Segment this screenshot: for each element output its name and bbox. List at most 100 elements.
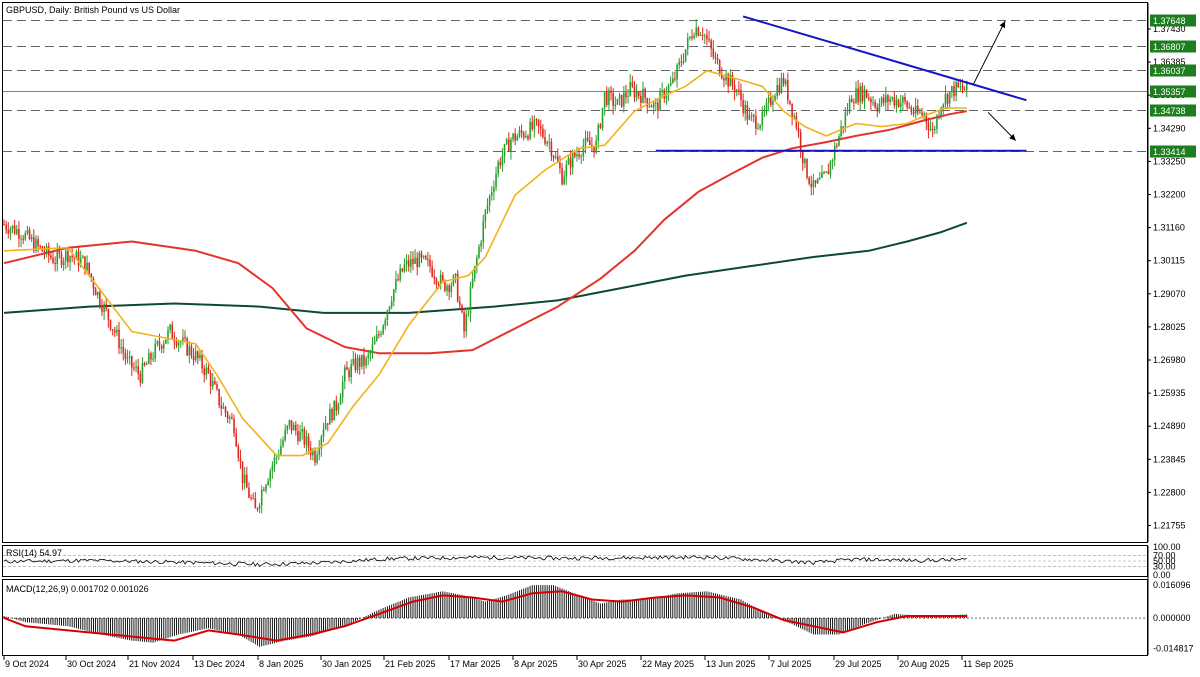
candle-body [716,57,719,61]
candle-body [64,250,67,261]
candle-body [486,205,489,211]
candle-body [33,237,35,251]
candle-body [874,102,876,108]
candle-body [495,173,497,188]
candle-body [548,141,551,143]
candle-body [184,337,186,339]
chart-title: GBPUSD, Daily: British Pound vs US Dolla… [6,5,180,15]
price-tick-label-10: 1.26980 [1153,355,1186,365]
candle-body [889,98,891,103]
time-axis: 9 Oct 2024 30 Oct 2024 21 Nov 2024 13 Dec 2… [3,656,1013,669]
candle-body [567,158,570,165]
macd-signal-line [3,590,967,642]
candle-body [759,125,761,129]
candle-body [435,278,438,285]
candle-body [631,82,634,87]
candle-body [761,112,764,126]
candle-body [405,260,408,264]
candle-body [165,339,167,344]
candle-body [254,498,257,509]
candle-body [267,480,269,485]
candle-body [676,64,678,80]
candle-body [456,273,459,302]
candle-body [216,384,218,389]
candle-body [919,112,921,114]
candle-body [401,268,404,272]
candle-body [812,180,815,188]
candle-body [627,96,629,98]
candle-body [79,258,82,266]
candle-body [58,251,61,254]
time-tick-label-0: 9 Oct 2024 [5,659,49,669]
candle-body [646,98,649,107]
candle-body [648,106,651,108]
candle-body [654,102,657,104]
candle-body [318,448,321,455]
candle-body [30,237,33,240]
candle-body [371,344,374,353]
candle-body [808,177,810,184]
candle-body [678,61,681,65]
candle-body [525,135,527,138]
candle-body [424,256,427,260]
candle-body [718,60,721,75]
candle-body [218,388,220,406]
candle-body [92,278,95,289]
candle-body [282,440,284,446]
level-label-3: 1.35357 [1153,87,1186,97]
candle-body [235,433,237,447]
candle-body [539,126,542,129]
candle-body [912,112,915,114]
candle-body [823,172,825,174]
candle-body [816,179,819,184]
candle-body [931,129,934,131]
candle-body [953,86,955,96]
candle-body [669,82,672,86]
candle-body [742,100,744,114]
candle-body [546,142,548,144]
candle-body [603,92,606,108]
candle-body [944,94,947,105]
candle-body [378,334,380,336]
candle-body [365,358,367,366]
candle-body [804,158,806,164]
candle-body [620,94,623,107]
candle-body [13,225,16,234]
candle-body [865,89,868,98]
candle-body [480,242,482,247]
candle-body [7,229,10,234]
candle-body [652,102,655,108]
candle-body [557,156,559,163]
candle-body [961,86,964,90]
candle-body [390,301,393,307]
candle-body [205,367,208,376]
price-tick-label-11: 1.25935 [1153,388,1186,398]
candle-body [86,262,88,271]
candle-body [175,341,178,346]
ma-slow-line [3,221,968,314]
candle-body [957,82,960,87]
price-tick-label-13: 1.23845 [1153,454,1186,464]
candle-body [361,354,363,367]
arrows-layer [972,20,1017,141]
candle-body [273,457,276,466]
candle-body [940,107,942,117]
candle-body [899,102,902,107]
rsi-tick-label-2: 50.00 [1153,556,1176,566]
candle-body [635,91,638,98]
candle-body [597,124,600,141]
candle-body [921,112,923,116]
candle-body [951,86,953,93]
candle-body [233,418,235,434]
candle-body [791,103,793,117]
candle-body [288,420,291,426]
candle-body [303,429,306,445]
candle-body [582,145,585,157]
candle-body [882,97,885,103]
candle-body [767,97,770,103]
price-tick-label-9: 1.28025 [1153,322,1186,332]
candle-body [461,305,463,312]
candle-body [199,354,201,358]
candle-body [250,497,252,499]
candle-body [827,171,830,175]
